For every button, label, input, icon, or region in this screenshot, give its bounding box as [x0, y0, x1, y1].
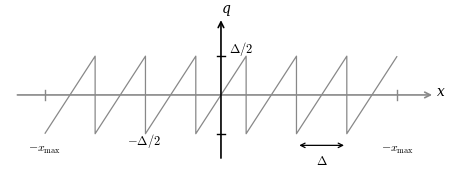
- Text: q: q: [221, 2, 230, 16]
- Text: $\Delta/2$: $\Delta/2$: [228, 40, 252, 58]
- Text: $\Delta$: $\Delta$: [315, 155, 327, 169]
- Text: $-\Delta/2$: $-\Delta/2$: [126, 132, 160, 150]
- Text: x: x: [437, 85, 444, 99]
- Text: $-x_{\mathrm{max}}$: $-x_{\mathrm{max}}$: [28, 143, 61, 156]
- Text: $-x_{\mathrm{max}}$: $-x_{\mathrm{max}}$: [380, 143, 413, 156]
